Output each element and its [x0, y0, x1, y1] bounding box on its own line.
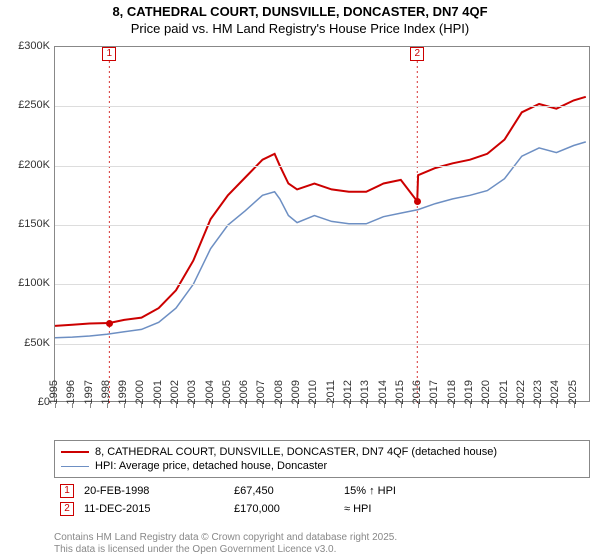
sale-price-1: £67,450	[234, 485, 334, 497]
sale-marker-flag-2: 2	[410, 47, 424, 61]
sale-price-2: £170,000	[234, 503, 334, 515]
chart-plot-area: 12	[54, 46, 590, 402]
legend-item-property: 8, CATHEDRAL COURT, DUNSVILLE, DONCASTER…	[61, 445, 583, 459]
legend: 8, CATHEDRAL COURT, DUNSVILLE, DONCASTER…	[54, 440, 590, 518]
legend-swatch-hpi	[61, 466, 89, 467]
sale-date-2: 11-DEC-2015	[84, 503, 224, 515]
chart-title: 8, CATHEDRAL COURT, DUNSVILLE, DONCASTER…	[0, 4, 600, 19]
sale-row-1: 1 20-FEB-1998 £67,450 15% ↑ HPI	[54, 482, 590, 500]
series-line-hpi	[55, 142, 586, 338]
sale-marker-flag-1: 1	[102, 47, 116, 61]
y-tick-label: £0	[0, 396, 50, 408]
sale-date-1: 20-FEB-1998	[84, 485, 224, 497]
sale-marker-2: 2	[60, 502, 74, 516]
legend-label-hpi: HPI: Average price, detached house, Donc…	[95, 460, 327, 472]
sale-row-2: 2 11-DEC-2015 £170,000 ≈ HPI	[54, 500, 590, 518]
legend-swatch-property	[61, 451, 89, 453]
sale-hpi-2: ≈ HPI	[344, 503, 444, 515]
y-tick-label: £100K	[0, 277, 50, 289]
y-tick-label: £250K	[0, 99, 50, 111]
sale-dot-2	[414, 198, 421, 205]
legend-label-property: 8, CATHEDRAL COURT, DUNSVILLE, DONCASTER…	[95, 446, 497, 458]
legend-item-hpi: HPI: Average price, detached house, Donc…	[61, 459, 583, 473]
y-tick-label: £50K	[0, 337, 50, 349]
sale-dot-1	[106, 320, 113, 327]
sale-hpi-1: 15% ↑ HPI	[344, 485, 444, 497]
chart-subtitle: Price paid vs. HM Land Registry's House …	[0, 21, 600, 36]
legend-series-box: 8, CATHEDRAL COURT, DUNSVILLE, DONCASTER…	[54, 440, 590, 478]
footer-line-1: Contains HM Land Registry data © Crown c…	[54, 532, 397, 544]
y-tick-label: £200K	[0, 159, 50, 171]
footer-line-2: This data is licensed under the Open Gov…	[54, 544, 397, 556]
sale-marker-1: 1	[60, 484, 74, 498]
x-tick-label: 2025	[567, 380, 600, 414]
y-tick-label: £300K	[0, 40, 50, 52]
chart-container: 8, CATHEDRAL COURT, DUNSVILLE, DONCASTER…	[0, 0, 600, 560]
series-line-property	[55, 97, 586, 326]
footer-attribution: Contains HM Land Registry data © Crown c…	[54, 532, 397, 556]
titles: 8, CATHEDRAL COURT, DUNSVILLE, DONCASTER…	[0, 0, 600, 36]
y-tick-label: £150K	[0, 218, 50, 230]
